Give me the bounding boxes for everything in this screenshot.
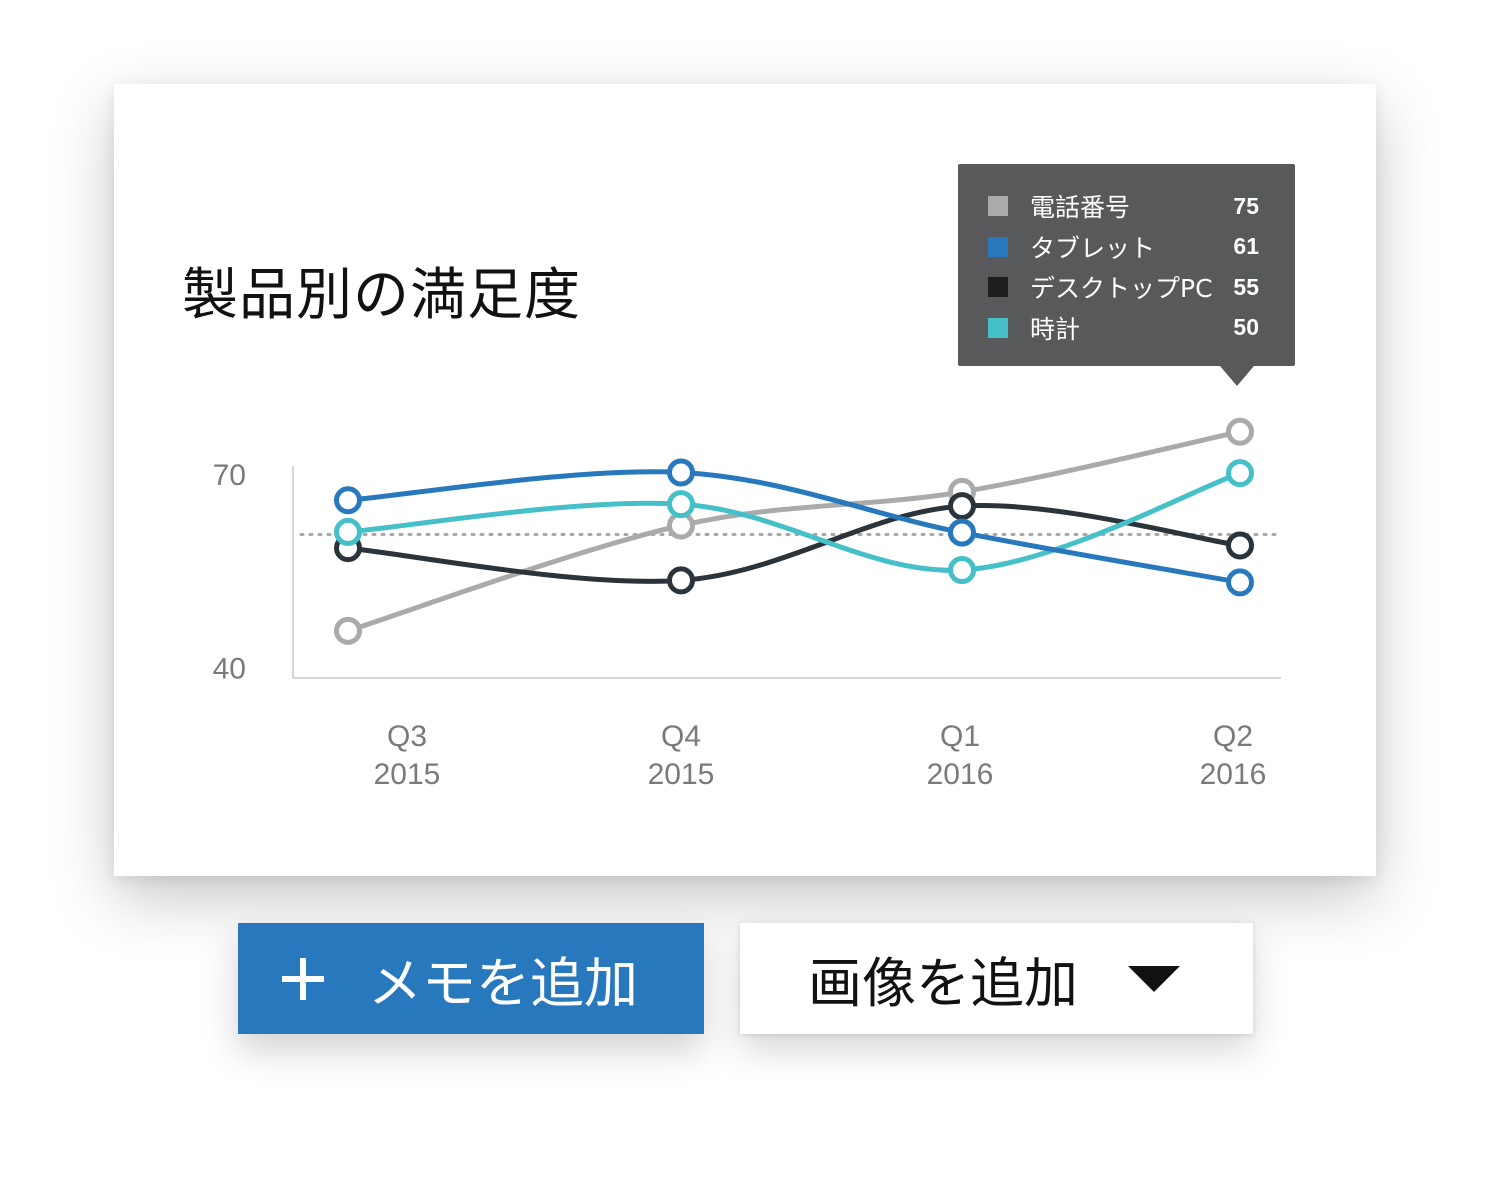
data-point: [948, 518, 976, 547]
data-point: [1226, 568, 1254, 597]
add-image-dropdown[interactable]: 画像を追加: [740, 923, 1253, 1034]
tooltip-series-value: 55: [1233, 273, 1259, 300]
y-tick-label: 70: [213, 459, 246, 492]
chart-tooltip: 電話番号 75 タブレット 61 デスクトップPC 55 時計 50: [958, 164, 1295, 386]
legend-swatch: [988, 277, 1008, 298]
x-tick-label: 2016: [927, 758, 994, 791]
data-point: [334, 616, 362, 645]
data-point: [948, 492, 976, 521]
series-line: [345, 470, 1243, 573]
add-memo-label: メモを追加: [368, 952, 638, 1015]
x-tick-label: Q1: [940, 720, 980, 753]
series-line: [345, 502, 1243, 584]
chart-title: 製品別の満足度: [182, 263, 581, 328]
x-tick-label: 2016: [1200, 758, 1267, 791]
x-tick-label: 2015: [374, 758, 441, 791]
data-point: [1226, 459, 1254, 488]
legend-swatch: [988, 236, 1008, 257]
data-point: [1226, 531, 1254, 560]
data-point: [667, 458, 695, 487]
tooltip-row: タブレット 61: [988, 227, 1295, 268]
x-tick-label: 2015: [648, 758, 715, 791]
tooltip-series-name: デスクトップPC: [1030, 274, 1213, 304]
tooltip-series-name: 時計: [1030, 314, 1081, 344]
plus-icon: [282, 957, 324, 1000]
legend-swatch: [988, 196, 1008, 217]
x-tick-label: Q2: [1213, 720, 1253, 753]
data-point: [1226, 417, 1254, 446]
legend-swatch: [988, 317, 1008, 338]
x-tick-label: Q3: [387, 720, 427, 753]
tooltip-row: 電話番号 75: [988, 186, 1295, 227]
data-point: [948, 556, 976, 585]
x-tick-label: Q4: [661, 720, 701, 753]
tooltip-series-name: タブレット: [1030, 233, 1156, 263]
tooltip-series-name: 電話番号: [1030, 193, 1131, 223]
tooltip-row: デスクトップPC 55: [988, 267, 1295, 308]
series-line: [345, 469, 1243, 585]
add-image-label: 画像を追加: [808, 952, 1078, 1015]
tooltip-series-value: 61: [1233, 233, 1259, 260]
tooltip-row: 時計 50: [988, 308, 1295, 349]
y-tick-label: 40: [213, 653, 246, 686]
data-point: [667, 490, 695, 519]
caret-down-icon: [1128, 965, 1180, 992]
series-line: [345, 429, 1243, 634]
data-point: [334, 486, 362, 515]
add-memo-button[interactable]: メモを追加: [238, 923, 704, 1034]
tooltip-series-value: 50: [1233, 314, 1259, 341]
data-point: [667, 566, 695, 595]
data-point: [334, 517, 362, 546]
tooltip-series-value: 75: [1233, 192, 1259, 219]
